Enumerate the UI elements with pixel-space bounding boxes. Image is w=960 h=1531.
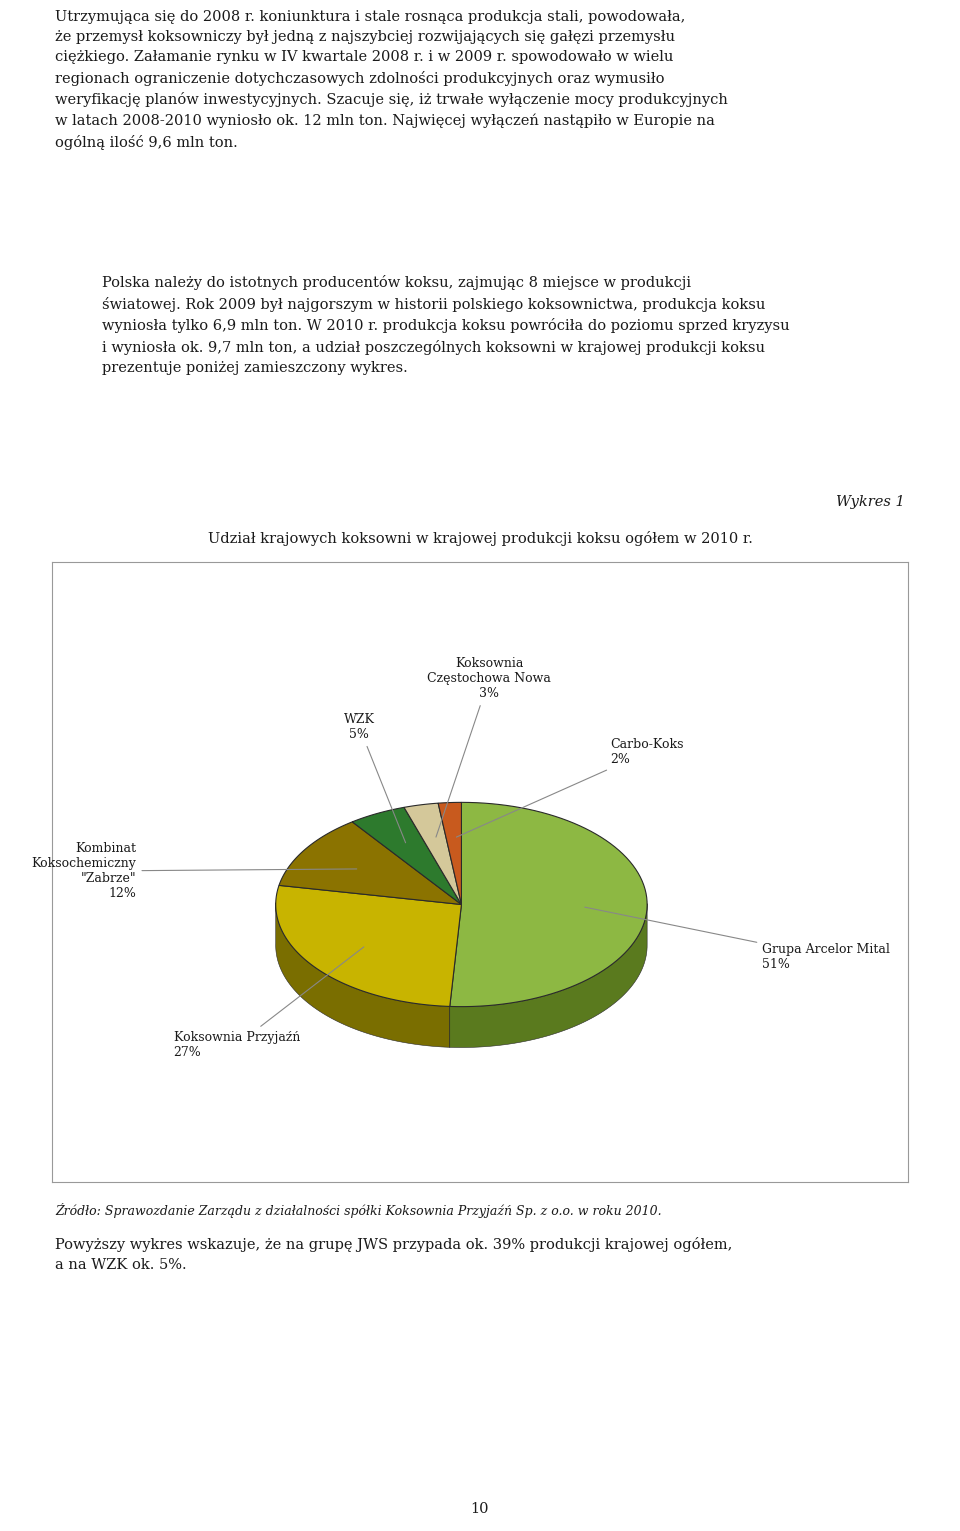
Text: Powyższy wykres wskazuje, że na grupę JWS przypada ok. 39% produkcji krajowej og: Powyższy wykres wskazuje, że na grupę JW…: [55, 1237, 732, 1272]
Text: Wykres 1: Wykres 1: [836, 495, 905, 508]
Text: WZK
5%: WZK 5%: [344, 713, 405, 842]
Text: Kombinat
Koksochemiczny
"Zabrze"
12%: Kombinat Koksochemiczny "Zabrze" 12%: [32, 842, 357, 900]
Text: Carbo-Koks
2%: Carbo-Koks 2%: [456, 738, 684, 837]
Text: Źródło: Sprawozdanie Zarządu z działalności spółki Koksownia Przyjaźń Sp. z o.o.: Źródło: Sprawozdanie Zarządu z działalno…: [55, 1203, 661, 1219]
Text: Grupa Arcelor Mital
51%: Grupa Arcelor Mital 51%: [585, 908, 890, 971]
Text: Koksownia Przyjaźń
27%: Koksownia Przyjaźń 27%: [174, 946, 364, 1059]
Polygon shape: [276, 885, 462, 1006]
Polygon shape: [276, 903, 450, 1047]
Polygon shape: [279, 822, 462, 905]
Polygon shape: [450, 905, 462, 1047]
Text: Polska należy do istotnych producentów koksu, zajmując 8 miejsce w produkcji
świ: Polska należy do istotnych producentów k…: [102, 276, 789, 375]
Polygon shape: [450, 903, 647, 1047]
Polygon shape: [450, 905, 462, 1047]
Text: 10: 10: [470, 1502, 490, 1516]
Polygon shape: [438, 802, 462, 905]
Polygon shape: [450, 802, 647, 1006]
Text: Koksownia
Częstochowa Nowa
3%: Koksownia Częstochowa Nowa 3%: [427, 657, 551, 837]
Polygon shape: [404, 804, 462, 905]
Polygon shape: [352, 807, 462, 905]
Text: Utrzymująca się do 2008 r. koniunktura i stale rosnąca produkcja stali, powodowa: Utrzymująca się do 2008 r. koniunktura i…: [55, 11, 728, 150]
Text: Udział krajowych koksowni w krajowej produkcji koksu ogółem w 2010 r.: Udział krajowych koksowni w krajowej pro…: [207, 531, 753, 547]
